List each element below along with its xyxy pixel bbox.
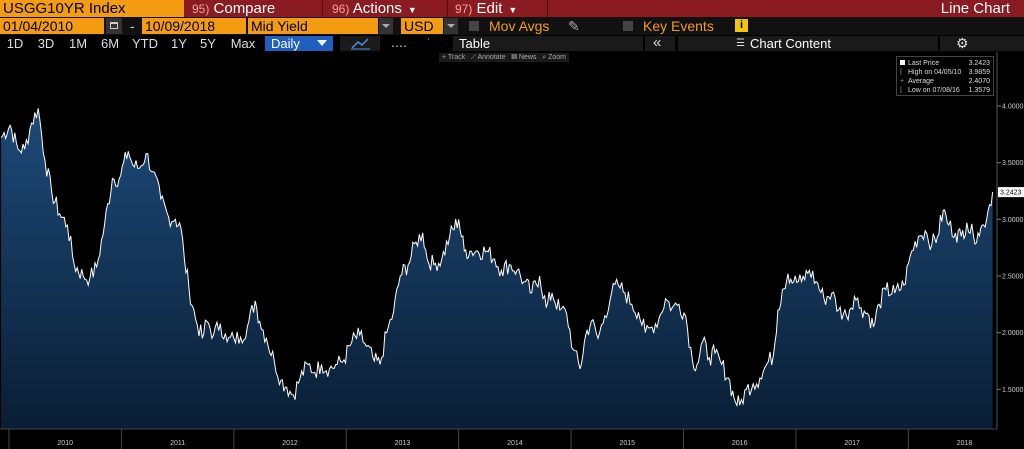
y-tick-label: 3.5000 <box>1002 160 1024 167</box>
start-date-field[interactable]: 01/04/2010 <box>0 18 104 34</box>
chart-content-label: Chart Content <box>750 36 831 51</box>
x-tick-label: 2015 <box>619 440 635 447</box>
legend-row-last-price: Last Price 3.2423 <box>900 59 990 68</box>
legend-value: 1.3579 <box>968 87 990 94</box>
end-date-field[interactable]: 10/09/2018 <box>142 18 246 34</box>
x-tick-label: 2011 <box>170 440 185 447</box>
table-tab[interactable]: Table <box>453 36 643 51</box>
range-ytd-button[interactable]: YTD <box>132 36 158 51</box>
x-tick-label: 2013 <box>395 440 411 447</box>
double-chevron-left-icon: « <box>653 34 662 51</box>
series-line-last-price <box>0 108 994 408</box>
y-tick-label: 2.5000 <box>1002 274 1024 281</box>
last-price-marker <box>998 187 1024 198</box>
range-1d-button[interactable]: 1D <box>6 36 24 51</box>
frequency-select[interactable]: Daily <box>265 36 333 51</box>
legend-label: Low on 07/08/16 <box>908 87 960 94</box>
edit-menu-label: Edit <box>476 0 503 17</box>
x-tick-label: 2010 <box>57 440 73 447</box>
field-select[interactable]: Mid Yield <box>248 18 378 34</box>
y-tick-label: 3.0000 <box>1002 217 1024 224</box>
actions-menu-number: 96) <box>332 2 350 16</box>
line-chart-icon[interactable] <box>340 36 380 51</box>
legend-label: Average <box>908 78 934 85</box>
pencil-icon[interactable]: ✎ <box>568 18 580 34</box>
range-max-button[interactable]: Max <box>230 36 256 51</box>
legend-label: Last Price <box>908 60 940 67</box>
legend-value: 3.2423 <box>968 60 990 67</box>
track-tool[interactable]: + Track <box>442 54 466 61</box>
edit-caret-icon: ▼ <box>508 5 518 15</box>
legend-swatch <box>900 60 905 65</box>
collapse-button[interactable]: « <box>645 34 675 51</box>
chart-content-icon: ☰ <box>736 38 745 49</box>
x-tick-label: 2016 <box>732 440 748 447</box>
zoom-tool[interactable]: ⌕ Zoom <box>542 54 566 61</box>
calendar-icon[interactable] <box>106 18 122 34</box>
menu-divider <box>322 0 323 17</box>
compare-menu-number: 95) <box>192 2 210 16</box>
mov-avgs-checkbox[interactable] <box>469 21 479 31</box>
legend-value: 2.4070 <box>968 78 990 85</box>
low-indicator-icon: ⌊ <box>900 87 903 94</box>
key-events-checkbox[interactable] <box>623 21 633 31</box>
actions-caret-icon: ▼ <box>407 5 417 15</box>
last-price-label: 3.2423 <box>1000 190 1022 197</box>
x-tick-label: 2018 <box>957 440 973 447</box>
yield-line-chart[interactable]: 1.5000 2.0000 2.5000 3.0000 3.5000 4.0000 3.24… <box>0 52 1024 449</box>
field-dropdown-icon[interactable] <box>379 18 393 34</box>
annotate-tool[interactable]: ⟋ Annotate <box>471 54 506 61</box>
mov-avgs-label[interactable]: Mov Avgs <box>489 18 550 34</box>
chart-type-title: Line Chart <box>940 0 1010 17</box>
range-bar: 1D 3D 1M 6M YTD 1Y 5Y Max Daily ‥‥ ˙ Tab… <box>0 35 1024 52</box>
info-icon[interactable]: i <box>735 19 748 32</box>
settings-bar: 01/04/2010 - 10/09/2018 Mid Yield USD Mo… <box>0 17 1024 35</box>
high-indicator-icon: ⌈ <box>900 69 903 76</box>
chart-tools: + Track ⟋ Annotate ▤ News ⌕ Zoom <box>439 53 569 62</box>
settings-button[interactable]: ⚙ <box>940 36 1024 51</box>
table-tab-label: Table <box>459 36 491 51</box>
legend-label: High on 04/05/10 <box>908 69 962 76</box>
edit-menu-number: 97) <box>455 2 473 16</box>
range-6m-button[interactable]: 6M <box>100 36 120 51</box>
chart-content-button[interactable]: ☰ Chart Content <box>678 36 938 51</box>
actions-menu-label: Actions <box>352 0 402 17</box>
menu-divider <box>547 0 548 17</box>
currency-dropdown-icon[interactable] <box>444 18 458 34</box>
news-tool[interactable]: ▤ News <box>511 54 537 61</box>
compare-menu-label: Compare <box>213 0 276 17</box>
range-3d-button[interactable]: 3D <box>37 36 55 51</box>
legend-row-low: ⌊ Low on 07/08/16 1.3579 <box>900 86 990 95</box>
chart-legend: Last Price 3.2423 ⌈ High on 04/05/10 3.9859… <box>896 56 994 96</box>
actions-menu[interactable]: 96) Actions ▼ <box>332 0 417 17</box>
x-tick-label: 2014 <box>507 440 523 447</box>
legend-value: 3.9859 <box>968 69 990 76</box>
currency-select[interactable]: USD <box>401 18 443 34</box>
date-range-dash: - <box>130 18 135 34</box>
edit-menu[interactable]: 97) Edit ▼ <box>455 0 517 17</box>
bar-chart-icon[interactable]: ‥‥ <box>390 36 408 50</box>
menu-divider <box>447 0 448 17</box>
legend-row-high: ⌈ High on 04/05/10 3.9859 <box>900 68 990 77</box>
range-1m-button[interactable]: 1M <box>68 36 88 51</box>
title-bar: USGG10YR Index 95) Compare 96) Actions ▼ … <box>0 0 1024 17</box>
x-tick-label: 2017 <box>844 440 860 447</box>
gear-icon: ⚙ <box>956 35 969 51</box>
ticker-field[interactable]: USGG10YR Index <box>0 0 184 17</box>
legend-row-average: + Average 2.4070 <box>900 77 990 86</box>
y-tick-label: 2.0000 <box>1002 330 1024 337</box>
tick-chart-icon[interactable]: ˙ <box>427 36 431 50</box>
key-events-label[interactable]: Key Events <box>643 18 714 34</box>
range-1y-button[interactable]: 1Y <box>171 36 187 51</box>
range-5y-button[interactable]: 5Y <box>200 36 216 51</box>
y-tick-label: 4.0000 <box>1002 104 1024 111</box>
average-indicator-icon: + <box>900 78 905 85</box>
yield-area-fill <box>1 108 993 430</box>
x-tick-label: 2012 <box>282 440 298 447</box>
compare-menu[interactable]: 95) Compare <box>192 0 275 17</box>
y-tick-label: 1.5000 <box>1002 387 1024 394</box>
